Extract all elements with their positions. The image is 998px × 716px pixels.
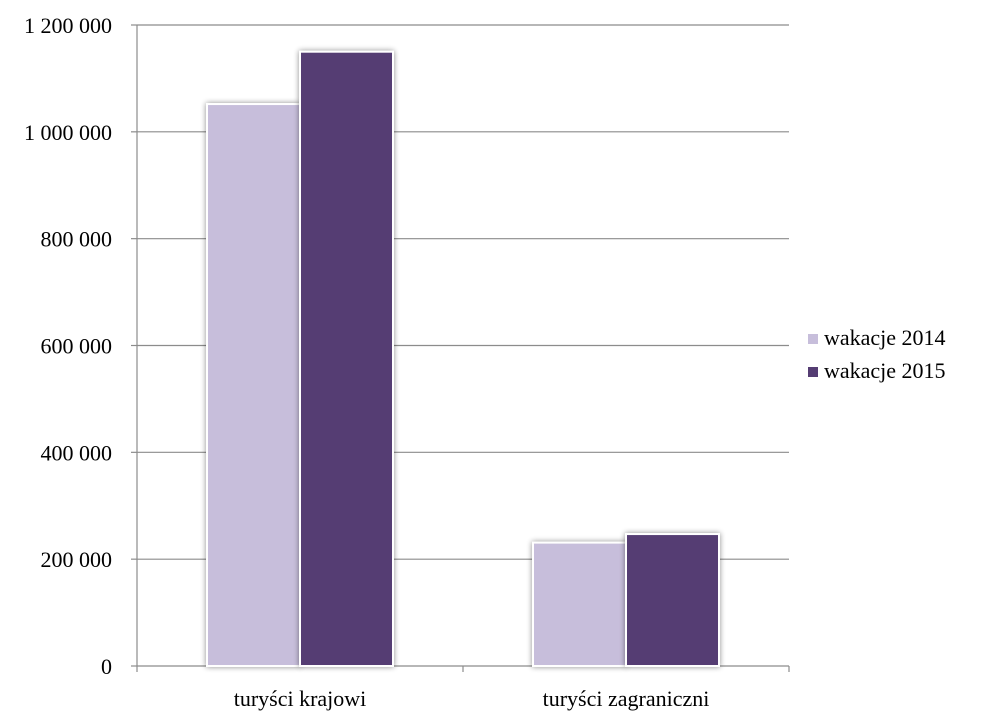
y-tick-label: 600 000 — [41, 334, 113, 359]
x-tick-label: turyści zagraniczni — [543, 686, 710, 711]
bar — [206, 103, 301, 668]
bar — [532, 541, 627, 667]
y-tick-label: 200 000 — [41, 547, 113, 572]
x-tick-label: turyści krajowi — [234, 686, 367, 711]
legend-label: wakacje 2014 — [824, 325, 946, 350]
legend-swatch — [808, 367, 818, 377]
y-tick-label: 0 — [101, 654, 112, 679]
bar — [625, 533, 720, 668]
legend-swatch — [808, 334, 818, 344]
y-tick-label: 1 000 000 — [24, 120, 112, 145]
y-tick-label: 400 000 — [41, 440, 113, 465]
bar — [299, 50, 394, 668]
bars — [206, 50, 720, 668]
y-tick-label: 800 000 — [41, 227, 113, 252]
y-tick-label: 1 200 000 — [24, 13, 112, 38]
legend-label: wakacje 2015 — [824, 358, 946, 383]
legend: wakacje 2014 wakacje 2015 — [808, 325, 946, 383]
tick-labels: 0 200 000 400 000 600 000 800 000 1 000 000 1 … — [24, 13, 709, 711]
